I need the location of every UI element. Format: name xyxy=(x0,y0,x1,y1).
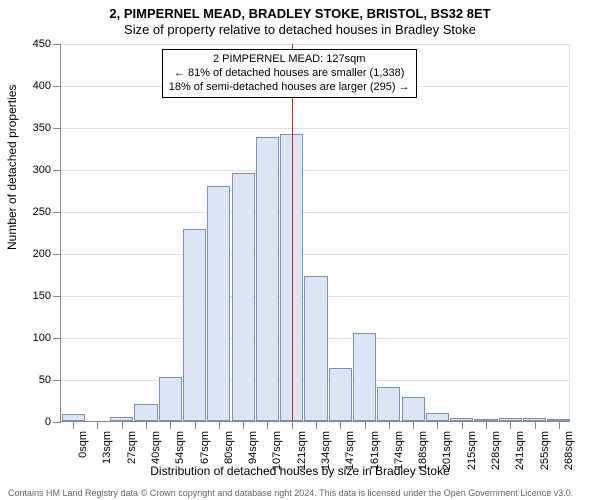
x-tick xyxy=(413,421,414,429)
y-tick xyxy=(53,170,61,171)
y-tick xyxy=(53,212,61,213)
histogram-bar xyxy=(183,229,206,421)
y-tick xyxy=(53,422,61,423)
gridline xyxy=(61,44,570,45)
y-tick xyxy=(53,254,61,255)
x-tick-label: 27sqm xyxy=(126,431,138,464)
x-tick xyxy=(316,421,317,429)
x-tick xyxy=(510,421,511,429)
x-tick-label: 40sqm xyxy=(150,431,162,464)
x-tick-label: 54sqm xyxy=(174,431,186,464)
x-tick xyxy=(437,421,438,429)
x-tick-label: 80sqm xyxy=(223,431,235,464)
y-tick-label: 100 xyxy=(33,332,51,344)
y-tick xyxy=(53,380,61,381)
y-tick-label: 400 xyxy=(33,80,51,92)
x-tick xyxy=(340,421,341,429)
x-tick xyxy=(73,421,74,429)
x-tick xyxy=(195,421,196,429)
x-tick xyxy=(535,421,536,429)
histogram-bar xyxy=(159,377,182,421)
y-tick-label: 450 xyxy=(33,38,51,50)
histogram-bar xyxy=(304,276,327,421)
annotation-line: 18% of semi-detached houses are larger (… xyxy=(169,81,410,95)
x-tick xyxy=(559,421,560,429)
y-tick-label: 300 xyxy=(33,164,51,176)
y-tick xyxy=(53,44,61,45)
histogram-bar xyxy=(402,397,425,421)
x-axis-title: Distribution of detached houses by size … xyxy=(0,464,600,478)
x-tick xyxy=(389,421,390,429)
gridline xyxy=(61,170,570,171)
histogram-bar xyxy=(353,333,376,421)
gridline xyxy=(61,128,570,129)
y-tick-label: 250 xyxy=(33,206,51,218)
annotation-line: 2 PIMPERNEL MEAD: 127sqm xyxy=(169,53,410,67)
y-tick xyxy=(53,338,61,339)
histogram-bar xyxy=(329,368,352,421)
histogram-bar xyxy=(377,387,400,421)
page-title: 2, PIMPERNEL MEAD, BRADLEY STOKE, BRISTO… xyxy=(0,6,600,21)
y-tick xyxy=(53,86,61,87)
annotation-box: 2 PIMPERNEL MEAD: 127sqm← 81% of detache… xyxy=(162,49,417,98)
histogram-bar xyxy=(134,404,157,421)
y-axis-title: Number of detached properties xyxy=(5,85,19,250)
y-tick-label: 50 xyxy=(39,374,51,386)
y-tick-label: 200 xyxy=(33,248,51,260)
x-tick xyxy=(146,421,147,429)
x-tick xyxy=(462,421,463,429)
gridline xyxy=(61,254,570,255)
histogram-bar xyxy=(207,186,230,421)
x-tick-label: 13sqm xyxy=(101,431,113,464)
histogram-bar xyxy=(426,413,449,421)
y-tick-label: 0 xyxy=(45,416,51,428)
chart-right-border xyxy=(569,44,570,421)
x-tick xyxy=(122,421,123,429)
x-tick xyxy=(486,421,487,429)
annotation-line: ← 81% of detached houses are smaller (1,… xyxy=(169,67,410,81)
x-tick-label: 0sqm xyxy=(77,431,89,458)
x-tick xyxy=(267,421,268,429)
y-tick-label: 350 xyxy=(33,122,51,134)
histogram-bar xyxy=(256,137,279,421)
y-tick xyxy=(53,296,61,297)
y-tick-label: 150 xyxy=(33,290,51,302)
x-tick xyxy=(243,421,244,429)
x-tick xyxy=(292,421,293,429)
x-tick-label: 94sqm xyxy=(247,431,259,464)
marker-line xyxy=(292,44,293,421)
histogram-bar xyxy=(62,414,85,421)
page-subtitle: Size of property relative to detached ho… xyxy=(0,22,600,37)
footer-attribution: Contains HM Land Registry data © Crown c… xyxy=(8,488,573,498)
x-tick xyxy=(97,421,98,429)
histogram-bar xyxy=(232,173,255,421)
x-tick xyxy=(219,421,220,429)
x-tick xyxy=(170,421,171,429)
x-tick-label: 67sqm xyxy=(199,431,211,464)
histogram-chart: 0501001502002503003504004500sqm13sqm27sq… xyxy=(60,44,570,422)
gridline xyxy=(61,212,570,213)
y-tick xyxy=(53,128,61,129)
x-tick xyxy=(365,421,366,429)
